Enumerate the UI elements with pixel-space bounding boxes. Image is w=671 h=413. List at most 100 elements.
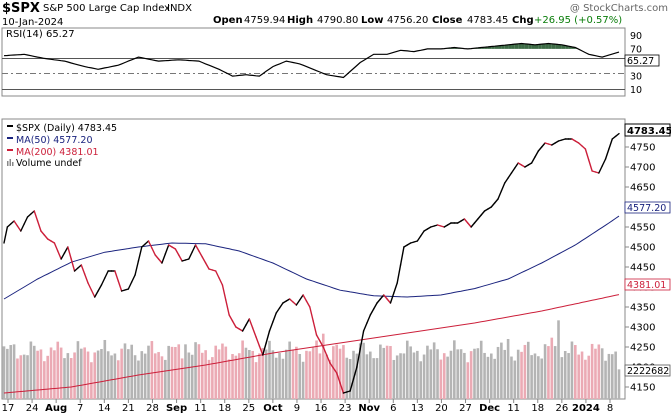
ma200-line	[3, 294, 620, 394]
rsi-fill-segment	[528, 44, 532, 49]
price-segment	[584, 148, 590, 161]
volume-bar	[399, 353, 402, 399]
x-tick-label: 14	[98, 403, 111, 413]
volume-bar	[540, 358, 544, 399]
volume-bar	[143, 353, 147, 399]
volume-bar	[402, 353, 406, 399]
price-segment	[161, 253, 167, 264]
price-segment	[601, 158, 607, 167]
volume-bar	[557, 320, 560, 399]
volume-bar	[389, 346, 392, 399]
volume-bar	[449, 350, 453, 399]
x-tick-label: 8	[607, 403, 613, 413]
volume-bar	[382, 347, 386, 399]
x-tick-label: 25	[242, 403, 255, 413]
rsi-fill-segment	[501, 45, 505, 49]
price-segment	[319, 340, 324, 348]
volume-bar	[217, 349, 221, 399]
volume-bar	[392, 359, 396, 399]
volume-bar	[590, 343, 594, 399]
price-segment	[70, 258, 76, 272]
volume-bar	[26, 355, 29, 399]
ticker-exchange: INDX	[167, 3, 192, 14]
volume-bar	[187, 352, 191, 399]
legend-volume: Volume undef	[16, 158, 82, 169]
volume-bar	[496, 346, 500, 399]
price-line	[3, 132, 620, 394]
volume-bar	[318, 353, 322, 399]
price-segment	[608, 138, 613, 150]
rsi-label: RSI(14) 65.27	[6, 29, 75, 40]
x-tick-label: 11	[507, 403, 520, 413]
open-value: 4759.94	[244, 15, 285, 26]
rsi-fill-segment	[514, 43, 519, 49]
volume-bar	[237, 353, 241, 399]
volume-bar	[352, 350, 355, 399]
price-tick-label: 4300	[630, 323, 655, 334]
legend-swatch-ma50	[7, 137, 13, 139]
rsi-fill-segment	[545, 43, 549, 49]
volume-bar	[264, 349, 268, 399]
volume-bar	[32, 345, 36, 399]
volume-bar	[446, 356, 449, 399]
price-segment	[87, 282, 93, 291]
x-tick-label: 11	[194, 403, 207, 413]
volume-bar	[526, 341, 530, 399]
rsi-fill-segment	[521, 43, 525, 49]
price-segment	[383, 294, 388, 300]
volume-bar	[288, 341, 291, 399]
price-segment	[228, 314, 234, 322]
rsi-tick-label: 30	[630, 72, 642, 83]
price-segment	[194, 244, 200, 252]
volume-bar	[9, 345, 13, 399]
price-segment	[215, 270, 220, 279]
price-segment	[191, 244, 197, 253]
rsi-fill-segment	[555, 44, 559, 49]
price-tick-label: 4550	[630, 223, 655, 234]
price-segment	[201, 256, 207, 264]
volume-bar	[503, 349, 507, 399]
volume-bar	[409, 346, 412, 399]
volume-bar	[96, 350, 100, 399]
price-segment	[376, 298, 382, 304]
volume-bar	[90, 362, 93, 399]
volume-bar	[375, 358, 379, 399]
price-value-badge	[624, 123, 671, 137]
price-segment	[302, 294, 308, 302]
price-segment	[530, 156, 536, 164]
rsi-value-badge-text: 65.27	[627, 56, 654, 67]
volume-bar	[567, 353, 570, 399]
ma50-line	[3, 215, 620, 300]
volume-bar	[184, 344, 187, 399]
volume-bar	[113, 353, 117, 399]
legend-swatch-price	[7, 125, 13, 127]
price-segment	[13, 220, 19, 227]
volume-bar	[22, 354, 26, 399]
price-segment	[352, 366, 358, 380]
volume-bar	[140, 351, 144, 399]
volume-bar	[49, 347, 53, 399]
price-segment	[3, 226, 9, 244]
price-segment	[258, 345, 264, 356]
volume-bar	[305, 350, 308, 399]
price-segment	[577, 142, 583, 147]
price-segment	[598, 165, 603, 174]
price-segment	[67, 246, 72, 260]
price-segment	[611, 135, 617, 140]
price-segment	[188, 251, 193, 260]
volume-bar	[442, 353, 446, 399]
volume-bar	[489, 353, 493, 399]
volume-bar	[157, 352, 160, 399]
volume-bar	[362, 342, 365, 399]
volume-bar	[127, 349, 130, 399]
x-tick-label: 6	[390, 403, 396, 413]
rsi-fill-segment	[558, 44, 562, 49]
volume-bar	[2, 346, 6, 399]
volume-bar	[93, 352, 97, 399]
volume-bar	[607, 353, 611, 399]
x-tick-label: Aug	[45, 403, 67, 413]
volume-bar	[153, 353, 157, 399]
volume-bar	[338, 348, 342, 399]
volume-bar	[332, 346, 335, 399]
